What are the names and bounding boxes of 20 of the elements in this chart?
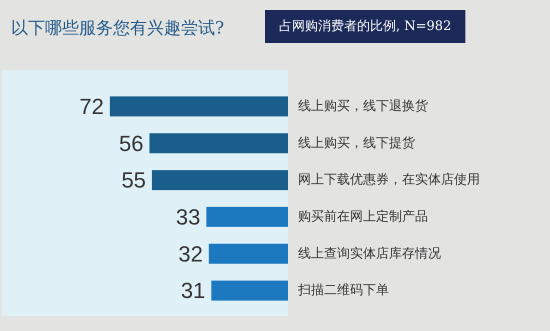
data-label: 56 <box>118 130 144 156</box>
data-label: 72 <box>79 94 104 119</box>
bar <box>152 170 288 190</box>
data-label: 31 <box>180 278 206 304</box>
bar <box>206 206 288 227</box>
data-label: 32 <box>178 241 203 266</box>
y-tick-label: 线上查询实体店库存情况 <box>298 245 441 262</box>
y-tick-label: 购买前在网上定制产品 <box>298 209 428 224</box>
bar <box>208 244 288 264</box>
bar <box>149 133 288 154</box>
data-label: 33 <box>176 204 200 230</box>
y-tick-label: 网上下载优惠券，在实体店使用 <box>298 172 480 188</box>
bar <box>211 280 288 301</box>
y-tick-label: 线上购买，线下退换货 <box>298 98 428 114</box>
y-tick-label: 线上购买，线下提货 <box>298 136 415 151</box>
text: 占网购消费者的比例, N=982 <box>279 19 452 34</box>
y-tick-label: 扫描二维码下单 <box>297 283 389 298</box>
chart-title: 以下哪些服务您有兴趣尝试? <box>11 18 224 38</box>
data-label: 55 <box>121 168 146 193</box>
bar <box>110 96 288 116</box>
